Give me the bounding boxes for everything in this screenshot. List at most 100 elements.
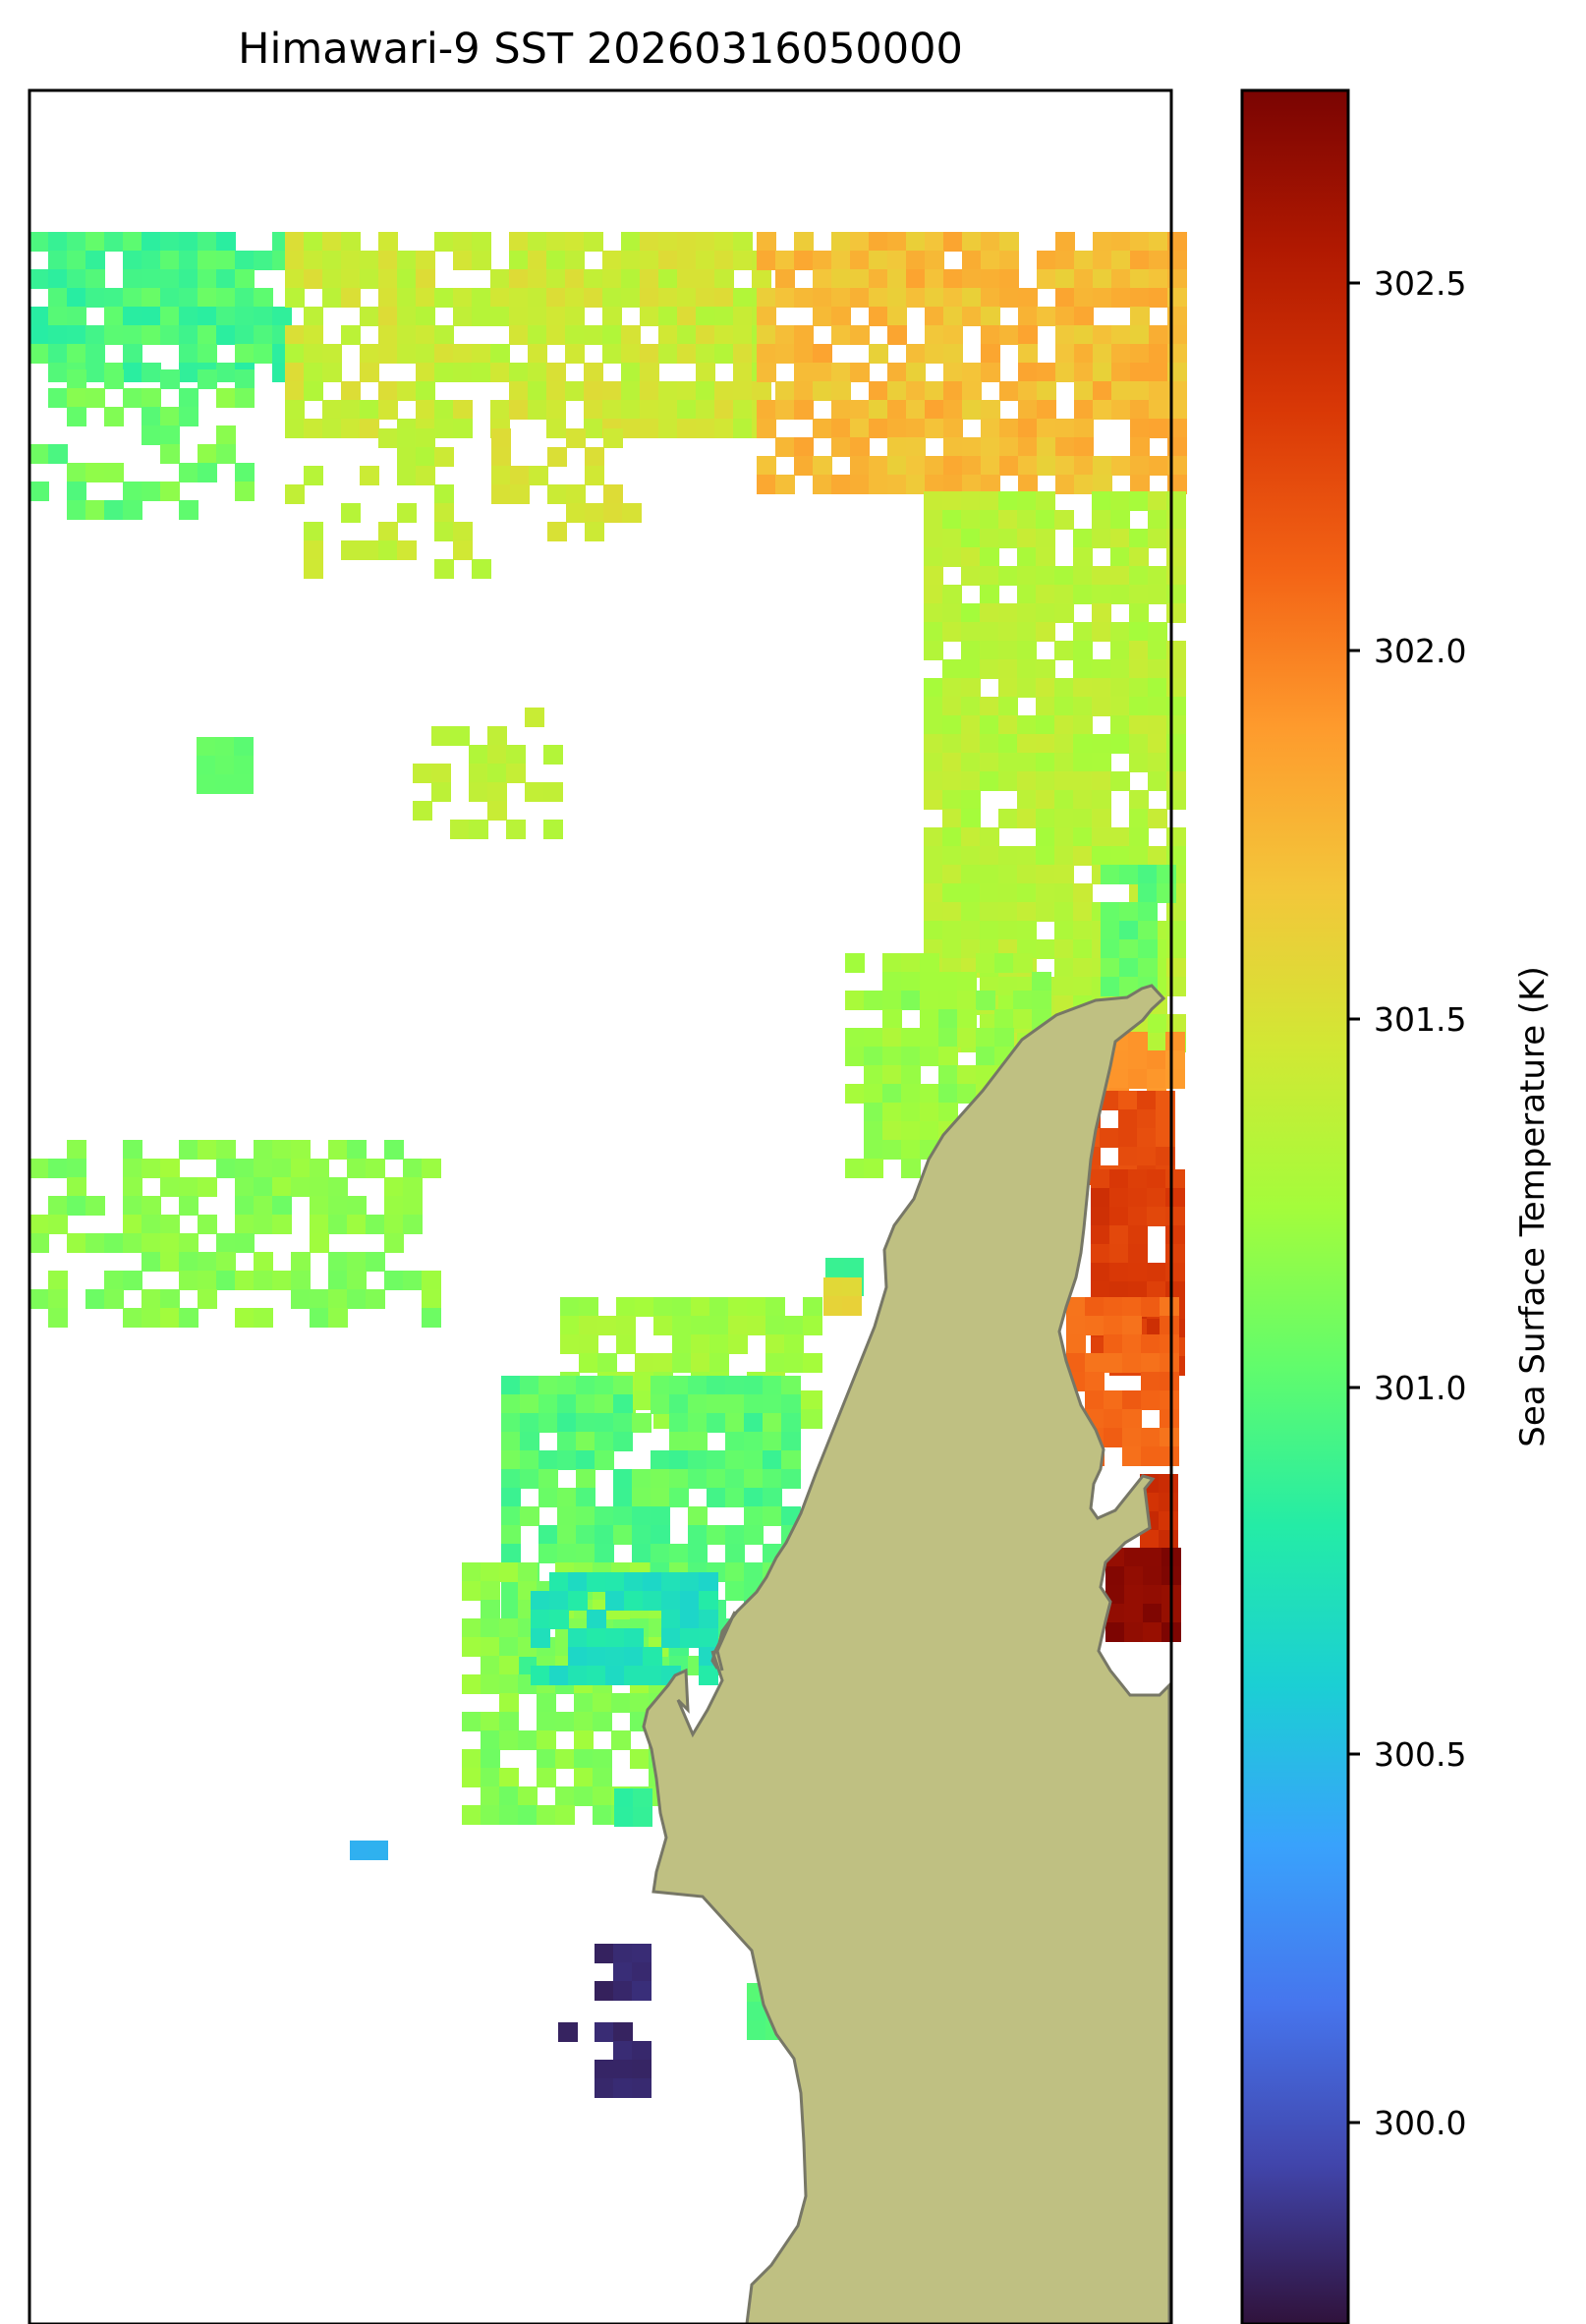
sst-pixel xyxy=(688,1544,708,1563)
sst-pixel xyxy=(942,939,962,959)
sst-pixel xyxy=(566,484,586,504)
sst-pixel xyxy=(763,1506,782,1526)
sst-pixel xyxy=(696,400,715,420)
sst-pixel xyxy=(925,475,944,494)
sst-pixel xyxy=(1141,1297,1161,1317)
sst-pixel xyxy=(518,1562,538,1582)
sst-pixel xyxy=(925,381,944,401)
sst-pixel xyxy=(235,1271,255,1290)
colorbar-tick-label: 301.0 xyxy=(1374,1369,1466,1407)
sst-pixel xyxy=(1036,939,1055,959)
sst-pixel xyxy=(1118,1147,1138,1166)
sst-pixel xyxy=(123,363,142,382)
sst-pixel xyxy=(235,288,255,308)
sst-pixel xyxy=(1091,1169,1110,1189)
sst-pixel xyxy=(1141,1334,1161,1354)
sst-pixel xyxy=(216,1252,236,1272)
sst-pixel xyxy=(925,269,944,289)
sst-pixel xyxy=(906,475,926,494)
sst-pixel xyxy=(925,456,944,476)
sst-pixel xyxy=(961,790,981,810)
sst-pixel xyxy=(1037,269,1056,289)
sst-pixel xyxy=(1128,1050,1148,1070)
sst-pixel xyxy=(624,1666,644,1685)
sst-pixel xyxy=(998,678,1018,698)
sst-pixel xyxy=(602,288,622,308)
sst-pixel xyxy=(123,325,142,345)
sst-pixel xyxy=(1092,734,1111,754)
sst-pixel xyxy=(216,1140,236,1160)
sst-pixel xyxy=(555,1805,575,1825)
sst-pixel xyxy=(216,288,236,308)
sst-pixel xyxy=(469,745,488,765)
sst-pixel xyxy=(431,782,451,802)
sst-pixel xyxy=(864,1047,883,1066)
sst-pixel xyxy=(632,1469,651,1489)
sst-pixel xyxy=(998,491,1018,511)
sst-pixel xyxy=(981,307,1000,326)
sst-pixel xyxy=(643,1647,662,1667)
sst-pixel xyxy=(924,846,943,866)
sst-pixel xyxy=(537,1712,556,1731)
sst-pixel xyxy=(360,400,379,420)
sst-pixel xyxy=(1119,921,1139,940)
sst-pixel xyxy=(765,1316,785,1335)
sst-pixel xyxy=(85,232,105,252)
sst-pixel xyxy=(725,1376,745,1395)
sst-pixel xyxy=(216,363,236,382)
sst-pixel xyxy=(235,1215,255,1234)
sst-pixel xyxy=(632,1944,651,1963)
sst-pixel xyxy=(962,475,982,494)
sst-pixel xyxy=(1160,1297,1179,1317)
sst-pixel xyxy=(677,419,697,438)
sst-pixel xyxy=(1119,977,1139,996)
sst-pixel xyxy=(518,1786,538,1806)
sst-pixel xyxy=(961,566,981,586)
sst-pixel xyxy=(688,1432,708,1451)
sst-pixel xyxy=(677,400,697,420)
sst-pixel xyxy=(142,1233,161,1253)
sst-pixel xyxy=(1128,1032,1148,1051)
sst-pixel xyxy=(1017,491,1037,511)
sst-pixel xyxy=(613,1944,633,1963)
sst-pixel xyxy=(887,232,907,252)
sst-pixel xyxy=(1129,603,1149,623)
sst-pixel xyxy=(864,1065,883,1085)
sst-pixel xyxy=(882,1103,902,1122)
sst-pixel xyxy=(254,251,273,270)
sst-pixel xyxy=(1093,251,1112,270)
sst-pixel xyxy=(844,1258,864,1277)
sst-pixel xyxy=(998,734,1018,754)
sst-pixel xyxy=(549,1572,569,1592)
sst-pixel xyxy=(1129,753,1149,772)
sst-pixel xyxy=(557,1488,577,1507)
sst-pixel xyxy=(887,475,907,494)
sst-pixel xyxy=(1055,456,1075,476)
sst-pixel xyxy=(733,288,753,308)
sst-pixel xyxy=(453,307,473,326)
sst-pixel xyxy=(794,288,814,308)
sst-pixel xyxy=(360,363,379,382)
sst-pixel xyxy=(942,809,962,828)
sst-pixel xyxy=(1111,363,1131,382)
sst-pixel xyxy=(699,1572,718,1592)
sst-pixel xyxy=(1092,510,1111,530)
sst-pixel xyxy=(651,1469,670,1489)
sst-pixel xyxy=(613,1506,633,1526)
sst-pixel xyxy=(422,1289,441,1309)
sst-pixel xyxy=(1110,547,1130,567)
sst-pixel xyxy=(416,381,435,401)
sst-pixel xyxy=(603,503,623,523)
sst-pixel xyxy=(160,444,180,464)
sst-pixel xyxy=(142,1252,161,1272)
sst-pixel xyxy=(1149,344,1168,364)
sst-pixel xyxy=(696,251,715,270)
sst-pixel xyxy=(1129,659,1149,679)
sst-pixel xyxy=(1105,1566,1125,1586)
sst-pixel xyxy=(341,269,361,289)
sst-pixel xyxy=(869,232,888,252)
sst-pixel xyxy=(509,232,529,252)
sst-pixel xyxy=(360,344,379,364)
sst-pixel xyxy=(658,288,678,308)
